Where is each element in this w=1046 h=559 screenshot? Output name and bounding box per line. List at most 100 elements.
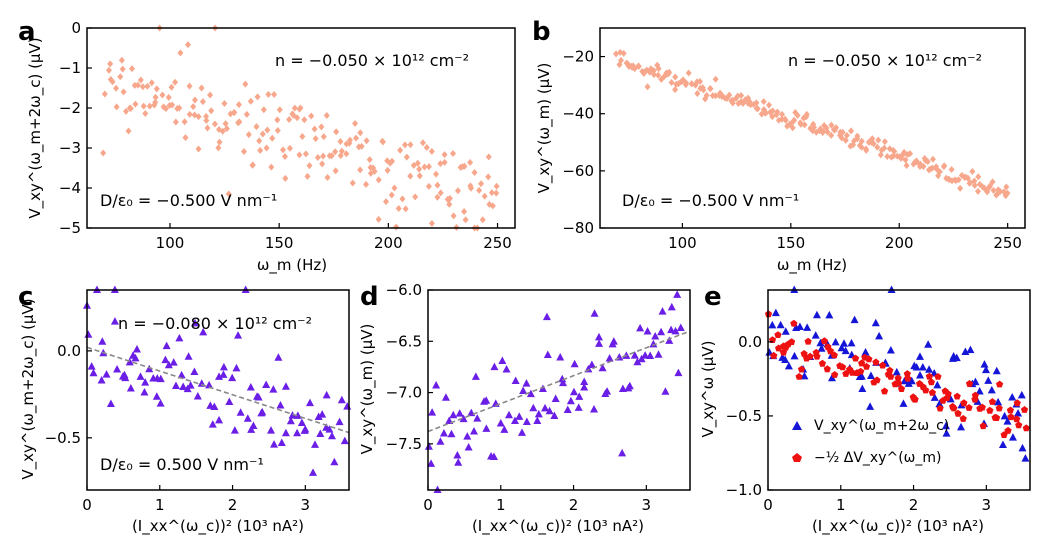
- data-point-e: [965, 380, 974, 387]
- data-point-c: [276, 400, 285, 409]
- data-point-a: [437, 160, 444, 168]
- ytick-label-a: −4: [59, 179, 81, 197]
- data-point-b: [794, 111, 801, 119]
- data-point-c: [145, 364, 154, 373]
- data-point-a: [207, 91, 214, 99]
- data-point-a: [242, 80, 249, 88]
- data-point-d: [529, 403, 538, 412]
- data-point-d: [542, 312, 551, 321]
- data-point-a: [113, 84, 120, 92]
- data-point-c: [121, 373, 130, 382]
- ylabel-d: V_xy^(ω_m) (μV): [358, 324, 377, 455]
- data-point-e: [899, 399, 908, 407]
- data-point-b: [929, 155, 936, 163]
- data-point-b: [810, 123, 817, 131]
- data-point-e: [770, 352, 778, 359]
- data-point-c: [126, 383, 135, 392]
- data-point-d: [471, 372, 480, 380]
- data-point-a: [353, 134, 360, 142]
- data-point-c: [309, 468, 318, 476]
- data-point-d: [545, 406, 554, 415]
- data-point-b: [774, 108, 781, 116]
- xtick-label-b: 200: [885, 234, 914, 252]
- data-point-d: [502, 364, 511, 373]
- data-point-a: [259, 130, 266, 138]
- data-point-a: [142, 110, 149, 118]
- data-point-a: [256, 137, 263, 145]
- data-point-b: [881, 138, 888, 146]
- data-point-c: [246, 383, 255, 391]
- data-point-b: [779, 110, 786, 118]
- data-point-c: [219, 362, 228, 371]
- data-point-b: [863, 146, 870, 154]
- data-point-a: [489, 202, 496, 210]
- xtick-label-a: 250: [483, 234, 512, 252]
- data-point-b: [858, 143, 865, 151]
- data-point-a: [137, 76, 144, 84]
- data-point-e: [895, 379, 903, 387]
- data-point-b: [941, 162, 948, 170]
- data-point-a: [297, 104, 304, 112]
- data-point-e: [988, 398, 996, 405]
- data-point-a: [318, 123, 325, 131]
- data-point-c: [89, 368, 98, 377]
- data-point-c: [110, 317, 119, 325]
- xlabel-a: ω_m (Hz): [257, 256, 327, 275]
- xtick-label-e: 0: [763, 496, 773, 514]
- data-point-e: [831, 337, 840, 346]
- data-point-a: [215, 144, 222, 152]
- ytick-label-a: 0: [71, 19, 81, 37]
- annotation-field-b: D/ε₀ = −0.500 V nm⁻¹: [622, 191, 799, 210]
- data-point-e: [1017, 390, 1026, 399]
- data-point-b: [971, 181, 978, 189]
- data-point-b: [891, 147, 898, 155]
- data-point-a: [203, 116, 210, 124]
- ylabel-b: V_xy^(ω_m) (μV): [535, 63, 554, 194]
- data-point-a: [223, 125, 230, 133]
- data-point-c: [262, 380, 271, 389]
- data-point-c: [156, 399, 165, 407]
- ytick-label-e: −0.5: [726, 407, 762, 425]
- data-point-d: [649, 339, 658, 348]
- data-point-a: [416, 165, 423, 173]
- data-point-c: [193, 392, 202, 400]
- data-point-e: [986, 406, 994, 414]
- data-point-b: [703, 91, 710, 99]
- data-point-a: [195, 145, 202, 153]
- data-point-e: [950, 404, 958, 412]
- panel-letter-a: a: [18, 17, 36, 47]
- data-point-c: [322, 390, 331, 399]
- data-point-e: [1014, 408, 1023, 417]
- data-point-a: [281, 153, 288, 161]
- xlabel-e: (I_xx^(ω_c))² (10³ nA²): [812, 517, 984, 536]
- data-point-e: [790, 319, 798, 327]
- series-a-0: [100, 24, 500, 232]
- data-point-a: [280, 146, 287, 154]
- data-point-e: [774, 331, 782, 338]
- data-point-d: [482, 396, 491, 404]
- data-point-c: [84, 330, 93, 338]
- data-point-e: [995, 404, 1003, 412]
- data-point-e: [1008, 392, 1017, 401]
- data-point-d: [490, 362, 499, 371]
- panel-letter-c: c: [18, 282, 33, 312]
- data-point-a: [276, 106, 283, 114]
- data-point-a: [397, 146, 404, 154]
- data-point-d: [498, 356, 507, 365]
- data-point-c: [297, 418, 306, 426]
- data-point-b: [707, 84, 714, 92]
- data-point-a: [485, 153, 492, 161]
- data-point-a: [346, 139, 353, 147]
- xtick-label-b: 250: [993, 234, 1022, 252]
- data-point-b: [738, 92, 745, 100]
- data-point-a: [393, 223, 400, 231]
- data-point-d: [570, 359, 579, 368]
- data-point-d: [473, 414, 482, 422]
- data-point-a: [462, 216, 469, 224]
- data-point-e: [1004, 426, 1012, 434]
- data-point-a: [337, 138, 344, 146]
- series-d-0: [424, 290, 685, 493]
- data-point-e: [925, 372, 933, 380]
- data-point-a: [186, 82, 193, 90]
- data-point-b: [801, 121, 808, 129]
